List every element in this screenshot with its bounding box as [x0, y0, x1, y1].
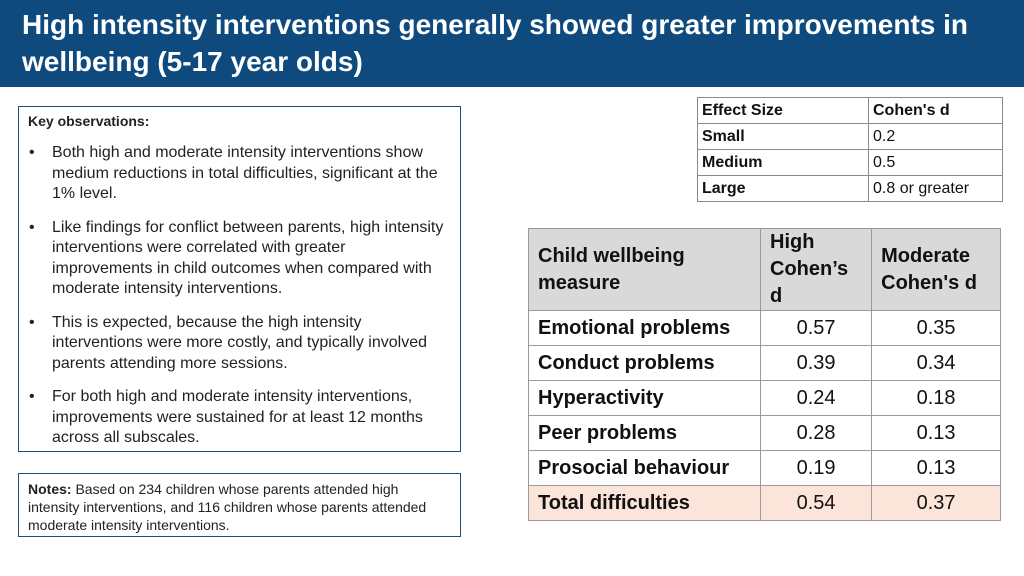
- table-row: Peer problems 0.28 0.13: [528, 415, 1001, 451]
- effect-size-table: Effect Size Cohen's d Small 0.2 Medium 0…: [697, 97, 1003, 202]
- observations-heading: Key observations:: [28, 113, 150, 129]
- wellbeing-table: Child wellbeing measure High Cohen’s d M…: [528, 228, 1001, 521]
- high-value-cell: 0.39: [759, 345, 873, 381]
- moderate-value-cell: 0.34: [871, 345, 1001, 381]
- table-header-row: Effect Size Cohen's d: [697, 97, 1003, 124]
- table-row: Small 0.2: [697, 123, 1003, 150]
- key-observations-box: Key observations: Both high and moderate…: [18, 106, 461, 452]
- high-value-cell: 0.28: [759, 415, 873, 451]
- observation-bullet: Like findings for conflict between paren…: [28, 218, 450, 300]
- high-value-cell: 0.57: [759, 310, 873, 346]
- table-row: Medium 0.5: [697, 149, 1003, 176]
- moderate-value-cell: 0.13: [871, 415, 1001, 451]
- observations-list: Both high and moderate intensity interve…: [28, 143, 450, 449]
- measure-cell: Prosocial behaviour: [528, 450, 761, 486]
- header-cell: Moderate Cohen's d: [871, 228, 1001, 311]
- title-bar: High intensity interventions generally s…: [0, 0, 1024, 87]
- slide-title: High intensity interventions generally s…: [22, 9, 968, 77]
- high-value-cell: 0.54: [759, 485, 873, 521]
- measure-cell: Total difficulties: [528, 485, 761, 521]
- observation-bullet: Both high and moderate intensity interve…: [28, 143, 450, 205]
- measure-cell: Emotional problems: [528, 310, 761, 346]
- notes-label: Notes:: [28, 481, 72, 497]
- total-row: Total difficulties 0.54 0.37: [528, 485, 1001, 521]
- measure-cell: Peer problems: [528, 415, 761, 451]
- effect-value: 0.2: [868, 123, 1003, 150]
- table-header-row: Child wellbeing measure High Cohen’s d M…: [528, 228, 1001, 311]
- header-cell: Child wellbeing measure: [528, 228, 761, 311]
- effect-value: 0.5: [868, 149, 1003, 176]
- header-cell: Effect Size: [697, 97, 869, 124]
- observation-bullet: This is expected, because the high inten…: [28, 313, 450, 375]
- moderate-value-cell: 0.18: [871, 380, 1001, 416]
- high-value-cell: 0.19: [759, 450, 873, 486]
- moderate-value-cell: 0.35: [871, 310, 1001, 346]
- notes-box: Notes: Based on 234 children whose paren…: [18, 473, 461, 537]
- table-row: Emotional problems 0.57 0.35: [528, 310, 1001, 346]
- header-cell: Cohen's d: [868, 97, 1003, 124]
- effect-value: 0.8 or greater: [868, 175, 1003, 202]
- high-value-cell: 0.24: [759, 380, 873, 416]
- effect-label: Small: [697, 123, 869, 150]
- table-row: Conduct problems 0.39 0.34: [528, 345, 1001, 381]
- moderate-value-cell: 0.37: [871, 485, 1001, 521]
- table-row: Hyperactivity 0.24 0.18: [528, 380, 1001, 416]
- effect-label: Large: [697, 175, 869, 202]
- table-row: Large 0.8 or greater: [697, 175, 1003, 202]
- notes-text: Based on 234 children whose parents atte…: [28, 481, 427, 533]
- measure-cell: Hyperactivity: [528, 380, 761, 416]
- moderate-value-cell: 0.13: [871, 450, 1001, 486]
- measure-cell: Conduct problems: [528, 345, 761, 381]
- observation-bullet: For both high and moderate intensity int…: [28, 387, 450, 449]
- header-cell: High Cohen’s d: [759, 228, 873, 311]
- effect-label: Medium: [697, 149, 869, 176]
- table-row: Prosocial behaviour 0.19 0.13: [528, 450, 1001, 486]
